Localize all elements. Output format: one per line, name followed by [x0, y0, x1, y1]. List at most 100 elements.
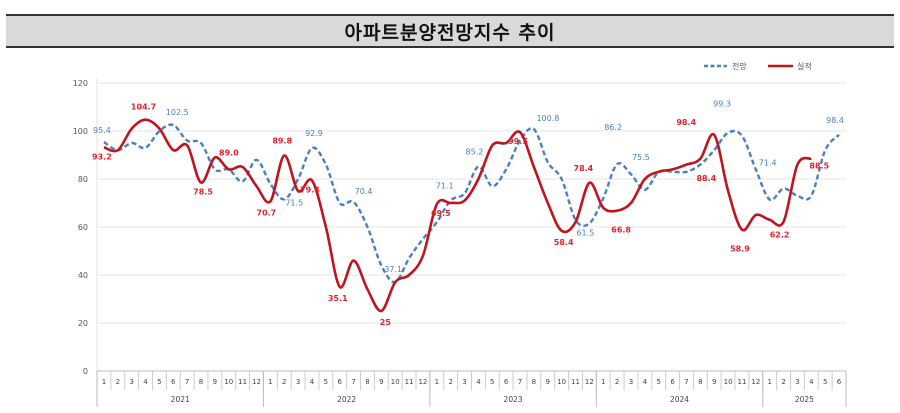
forecast-data-label: 75.5 [632, 153, 650, 162]
forecast-data-label: 71.5 [285, 198, 303, 207]
x-year-label: 2025 [795, 395, 814, 404]
forecast-data-label: 99.3 [713, 100, 731, 109]
x-month-label: 4 [643, 378, 648, 386]
y-tick-label: 60 [78, 223, 88, 232]
x-month-label: 4 [143, 378, 148, 386]
x-year-label: 2022 [337, 395, 356, 404]
x-month-label: 7 [684, 378, 688, 386]
x-month-label: 4 [310, 378, 315, 386]
x-month-label: 5 [490, 378, 494, 386]
x-month-label: 9 [546, 378, 550, 386]
forecast-data-label: 70.4 [355, 187, 373, 196]
x-month-label: 6 [171, 378, 176, 386]
x-month-label: 7 [518, 378, 522, 386]
forecast-data-label: 102.5 [166, 108, 189, 117]
actual-data-label: 70.7 [257, 208, 277, 217]
y-tick-label: 0 [83, 367, 88, 376]
x-month-label: 2 [116, 378, 120, 386]
forecast-data-label: 98.4 [826, 116, 844, 125]
actual-data-label: 69.5 [431, 209, 451, 218]
actual-data-label: 25 [380, 318, 392, 327]
forecast-data-label: 61.5 [576, 228, 594, 237]
x-month-label: 10 [724, 378, 733, 386]
actual-data-label: 58.9 [730, 245, 750, 254]
x-month-label: 1 [435, 378, 439, 386]
y-tick-label: 20 [78, 319, 88, 328]
y-tick-label: 100 [73, 127, 88, 136]
forecast-data-label: 71.4 [759, 159, 777, 168]
forecast-data-label: 37.1 [384, 265, 402, 274]
x-month-label: 12 [751, 378, 760, 386]
y-axis: 0 20 40 60 80 100 120 [73, 79, 88, 376]
forecast-data-label: 92.9 [305, 129, 323, 138]
x-month-label: 7 [351, 378, 355, 386]
y-tick-label: 80 [78, 175, 88, 184]
x-month-label: 10 [557, 378, 566, 386]
x-month-label: 10 [224, 378, 233, 386]
actual-data-label: 89.0 [219, 148, 239, 157]
x-month-label: 6 [837, 378, 842, 386]
x-month-label: 11 [405, 378, 414, 386]
x-month-label: 2 [615, 378, 619, 386]
legend: 전망 실적 [704, 61, 812, 71]
x-month-label: 2 [781, 378, 785, 386]
x-month-label: 6 [337, 378, 342, 386]
actual-data-label: 89.8 [272, 136, 292, 145]
x-month-label: 9 [213, 378, 217, 386]
x-month-label: 11 [571, 378, 580, 386]
x-year-label: 2024 [670, 395, 689, 404]
gridlines [96, 78, 846, 371]
x-month-label: 3 [129, 378, 133, 386]
forecast-data-label: 100.8 [536, 114, 559, 123]
legend-forecast-label: 전망 [732, 61, 747, 71]
forecast-data-label: 95.4 [93, 126, 111, 135]
actual-line [103, 118, 812, 313]
x-month-label: 2 [448, 378, 452, 386]
x-year-label: 2021 [171, 395, 190, 404]
actual-data-label: 88.4 [696, 174, 716, 183]
x-month-label: 6 [670, 378, 675, 386]
x-month-label: 1 [601, 378, 605, 386]
x-month-label: 9 [379, 378, 383, 386]
x-month-label: 11 [737, 378, 746, 386]
actual-data-label: 99.5 [508, 137, 528, 146]
x-month-label: 4 [476, 378, 481, 386]
x-month-label: 8 [365, 378, 369, 386]
x-month-label: 7 [185, 378, 189, 386]
actual-data-label: 78.4 [574, 164, 594, 173]
x-month-label: 5 [324, 378, 328, 386]
x-month-label: 1 [268, 378, 272, 386]
chart-title: 아파트분양전망지수 추이 [344, 21, 556, 44]
actual-data-label: 66.8 [611, 226, 631, 235]
actual-data-label: 35.1 [328, 294, 348, 303]
x-month-label: 3 [629, 378, 633, 386]
x-month-label: 9 [712, 378, 716, 386]
chart-title-bar: 아파트분양전망지수 추이 [6, 14, 894, 48]
x-month-label: 12 [418, 378, 427, 386]
y-tick-label: 120 [73, 79, 88, 88]
x-month-label: 8 [698, 378, 702, 386]
x-month-label: 3 [296, 378, 300, 386]
actual-data-label: 93.2 [92, 152, 112, 161]
data-labels: 95.4 102.5 71.5 92.9 70.4 37.1 71.1 85.2 100.8 61… [92, 100, 844, 327]
x-month-label: 5 [157, 378, 161, 386]
x-month-label: 2 [282, 378, 286, 386]
x-year-label: 2023 [504, 395, 523, 404]
y-tick-label: 40 [78, 271, 88, 280]
x-month-label: 5 [823, 378, 827, 386]
x-month-label: 8 [532, 378, 536, 386]
x-month-label: 4 [809, 378, 814, 386]
x-month-label: 12 [585, 378, 594, 386]
forecast-data-label: 86.2 [604, 123, 622, 132]
forecast-data-label: 85.2 [466, 148, 484, 157]
actual-data-label: 79.4 [300, 185, 320, 194]
x-month-label: 11 [238, 378, 247, 386]
x-month-label: 1 [102, 378, 106, 386]
actual-data-label: 98.4 [676, 118, 696, 127]
x-month-label: 3 [462, 378, 466, 386]
series-lines [103, 118, 840, 313]
legend-actual-label: 실적 [797, 61, 812, 71]
actual-data-label: 104.7 [131, 103, 156, 112]
